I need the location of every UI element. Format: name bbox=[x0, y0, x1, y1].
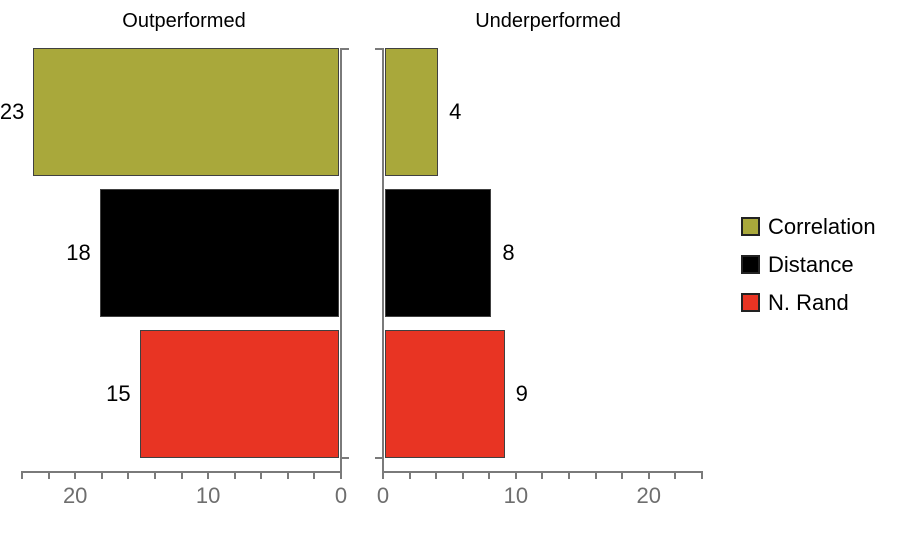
bar-n-rand bbox=[385, 330, 505, 458]
legend: Correlation Distance N. Rand bbox=[741, 214, 876, 331]
x-axis-tick bbox=[408, 471, 411, 479]
bar-value-label: 15 bbox=[106, 381, 131, 406]
x-axis-tick bbox=[340, 471, 342, 479]
value-axis-line bbox=[382, 48, 384, 479]
legend-item-n-rand: N. Rand bbox=[741, 290, 876, 315]
legend-label: N. Rand bbox=[768, 289, 849, 315]
x-axis-tick bbox=[594, 471, 597, 479]
x-axis-tick-label: 0 bbox=[376, 483, 390, 508]
x-axis-tick bbox=[568, 471, 571, 479]
legend-item-distance: Distance bbox=[741, 252, 876, 277]
bar-value-label: 8 bbox=[502, 240, 515, 265]
x-axis-tick bbox=[488, 471, 491, 479]
x-axis-tick-label: 0 bbox=[334, 483, 348, 508]
x-axis-tick bbox=[461, 471, 464, 479]
bar-n-rand bbox=[139, 330, 339, 458]
legend-label: Distance bbox=[768, 251, 854, 277]
x-axis-tick bbox=[100, 471, 103, 479]
x-axis-tick-label: 10 bbox=[503, 483, 529, 508]
category-axis-tick bbox=[341, 457, 349, 459]
bar-value-label: 4 bbox=[449, 99, 462, 124]
x-axis-tick-label: 20 bbox=[62, 483, 88, 508]
legend-label: Correlation bbox=[768, 213, 876, 239]
bar-value-label: 9 bbox=[515, 381, 528, 406]
correlation-swatch-icon bbox=[741, 217, 760, 236]
x-axis-tick bbox=[435, 471, 438, 479]
n-rand-swatch-icon bbox=[741, 293, 760, 312]
category-axis-tick bbox=[341, 48, 349, 50]
bar-value-label: 18 bbox=[66, 240, 91, 265]
x-axis-tick-label: 20 bbox=[636, 483, 662, 508]
x-axis-tick bbox=[647, 471, 650, 479]
category-axis-tick bbox=[375, 457, 383, 459]
x-axis-tick bbox=[382, 471, 384, 479]
x-axis-tick bbox=[207, 471, 210, 479]
bar-distance bbox=[385, 189, 492, 317]
x-axis-tick bbox=[153, 471, 156, 479]
x-axis-tick bbox=[313, 471, 316, 479]
x-axis-tick bbox=[21, 471, 24, 479]
bar-correlation bbox=[385, 48, 439, 176]
x-axis-tick bbox=[260, 471, 263, 479]
bar-distance bbox=[99, 189, 339, 317]
x-axis-tick bbox=[700, 471, 703, 479]
panel-title-underperformed: Underperformed bbox=[475, 10, 621, 32]
x-axis-tick bbox=[233, 471, 236, 479]
x-axis-tick bbox=[514, 471, 517, 479]
x-axis-tick bbox=[180, 471, 183, 479]
distance-swatch-icon bbox=[741, 255, 760, 274]
category-axis-tick bbox=[375, 48, 383, 50]
x-axis-tick bbox=[541, 471, 544, 479]
x-axis-tick bbox=[286, 471, 289, 479]
bar-value-label: 23 bbox=[0, 99, 25, 124]
x-axis-tick-label: 10 bbox=[195, 483, 221, 508]
x-axis-tick bbox=[127, 471, 130, 479]
panel-title-outperformed: Outperformed bbox=[122, 10, 246, 32]
legend-item-correlation: Correlation bbox=[741, 214, 876, 239]
x-axis-tick bbox=[674, 471, 677, 479]
bar-correlation bbox=[33, 48, 339, 176]
x-axis-tick bbox=[621, 471, 624, 479]
x-axis-tick bbox=[74, 471, 77, 479]
value-axis-line bbox=[340, 48, 342, 479]
x-axis-tick bbox=[47, 471, 50, 479]
